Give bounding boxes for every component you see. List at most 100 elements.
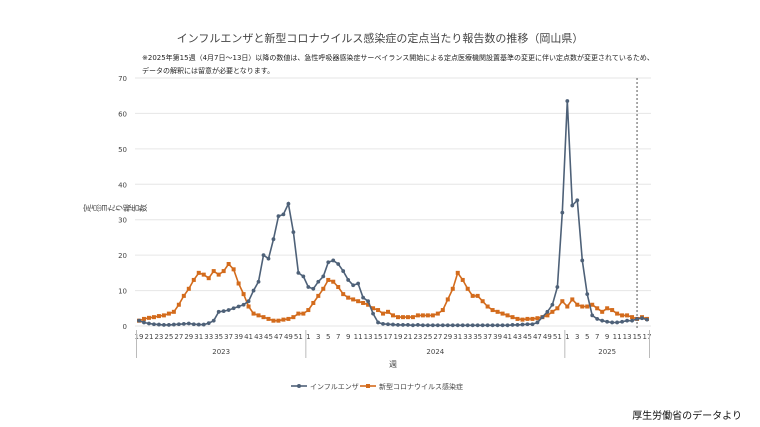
x-tick-label: 47 xyxy=(533,333,542,341)
data-point-covid xyxy=(296,311,301,316)
data-point-covid xyxy=(465,286,470,291)
data-point-influenza xyxy=(535,320,540,325)
year-label-2025: 2025 xyxy=(598,348,616,356)
data-point-covid xyxy=(206,276,211,281)
chart-note-line-1: ※2025年第15週（4月7日～13日）以降の数値は、急性呼吸器感染症サーベイラ… xyxy=(142,54,654,62)
data-point-influenza xyxy=(430,323,435,328)
data-point-influenza xyxy=(495,323,500,328)
data-point-covid xyxy=(630,315,635,320)
data-point-influenza xyxy=(525,322,530,327)
data-point-covid xyxy=(281,317,286,322)
data-point-covid xyxy=(166,311,171,316)
x-tick-label: 23 xyxy=(413,333,422,341)
data-point-covid xyxy=(371,306,376,311)
y-tick-label: 10 xyxy=(118,288,127,296)
data-point-covid xyxy=(171,309,176,314)
data-point-influenza xyxy=(266,256,271,261)
x-tick-label: 37 xyxy=(483,333,492,341)
x-tick-label: 49 xyxy=(284,333,293,341)
data-point-influenza xyxy=(306,285,311,289)
x-tick-label: 19 xyxy=(394,333,403,341)
data-point-covid xyxy=(495,309,500,314)
x-tick-label: 19 xyxy=(135,333,144,341)
x-axis: 19 21 23 25 27 29 31 33 35 37 39 41 43 45 47 49 51 1 3 5 7 9 1… xyxy=(135,330,651,358)
x-tick-label: 17 xyxy=(384,333,393,341)
data-point-covid xyxy=(221,269,226,274)
x-tick-label: 21 xyxy=(144,333,153,341)
data-point-influenza xyxy=(281,212,286,217)
data-point-covid xyxy=(376,308,381,313)
data-point-influenza xyxy=(450,323,455,328)
x-tick-label: 33 xyxy=(204,333,213,341)
data-point-covid xyxy=(515,316,520,321)
data-point-influenza xyxy=(201,322,206,327)
data-point-covid xyxy=(620,313,625,318)
data-point-influenza xyxy=(162,323,166,327)
data-point-covid xyxy=(555,306,560,311)
data-point-influenza xyxy=(176,322,181,327)
data-point-covid xyxy=(470,293,475,298)
x-tick-label: 49 xyxy=(543,333,552,341)
data-point-influenza xyxy=(391,322,395,327)
y-tick-label: 0 xyxy=(123,323,127,331)
data-point-influenza xyxy=(416,323,420,327)
data-point-covid xyxy=(420,313,425,318)
data-point-covid xyxy=(141,316,146,321)
data-point-covid xyxy=(605,306,610,311)
x-tick-label: 43 xyxy=(254,333,263,341)
data-point-influenza xyxy=(336,262,341,266)
x-tick-label: 15 xyxy=(633,333,642,341)
data-point-covid xyxy=(615,311,620,316)
data-point-covid xyxy=(435,311,440,316)
data-point-influenza xyxy=(580,258,585,263)
data-point-covid xyxy=(450,286,455,291)
data-point-influenza xyxy=(211,318,216,323)
data-point-influenza xyxy=(610,320,615,325)
data-point-covid xyxy=(475,293,480,298)
x-tick-label: 1 xyxy=(306,333,310,341)
data-point-influenza xyxy=(171,322,176,327)
data-point-influenza xyxy=(490,323,495,328)
data-point-influenza xyxy=(545,309,550,314)
data-point-influenza xyxy=(445,323,450,328)
y-axis-label: 定点当たり報告数 xyxy=(82,204,148,213)
legend: インフルエンザ 新型コロナウイルス感染症 xyxy=(291,382,463,391)
data-point-covid xyxy=(600,309,605,314)
data-point-covid xyxy=(336,285,341,290)
x-tick-label: 11 xyxy=(613,333,622,341)
x-tick-label: 43 xyxy=(513,333,522,341)
x-tick-label: 45 xyxy=(523,333,532,341)
data-point-covid xyxy=(346,295,351,300)
x-tick-label: 31 xyxy=(453,333,462,341)
x-tick-label: 9 xyxy=(605,333,609,341)
data-point-covid xyxy=(525,316,530,321)
data-point-covid xyxy=(565,304,570,309)
data-point-covid xyxy=(286,316,291,321)
data-point-influenza xyxy=(595,317,600,321)
data-point-covid xyxy=(196,270,201,275)
data-point-influenza xyxy=(181,321,186,326)
data-point-influenza xyxy=(157,322,161,327)
x-tick-label: 29 xyxy=(184,333,193,341)
x-tick-label: 51 xyxy=(294,333,303,341)
data-point-covid xyxy=(276,318,281,323)
data-point-influenza xyxy=(286,201,291,206)
data-point-influenza xyxy=(196,322,201,327)
data-point-covid xyxy=(430,313,435,318)
y-tick-label: 50 xyxy=(118,146,127,154)
data-point-covid xyxy=(271,318,276,323)
data-point-covid xyxy=(460,277,465,282)
data-point-covid xyxy=(266,316,271,321)
data-point-covid xyxy=(415,313,420,318)
data-point-influenza xyxy=(137,318,141,323)
x-tick-label: 45 xyxy=(264,333,273,341)
data-point-influenza xyxy=(475,323,480,328)
data-point-influenza xyxy=(575,198,580,203)
data-point-covid xyxy=(575,302,580,307)
data-point-covid xyxy=(216,272,221,277)
data-point-influenza xyxy=(470,323,475,328)
data-point-influenza xyxy=(147,321,151,326)
data-point-influenza xyxy=(585,292,590,297)
data-point-covid xyxy=(331,279,336,284)
